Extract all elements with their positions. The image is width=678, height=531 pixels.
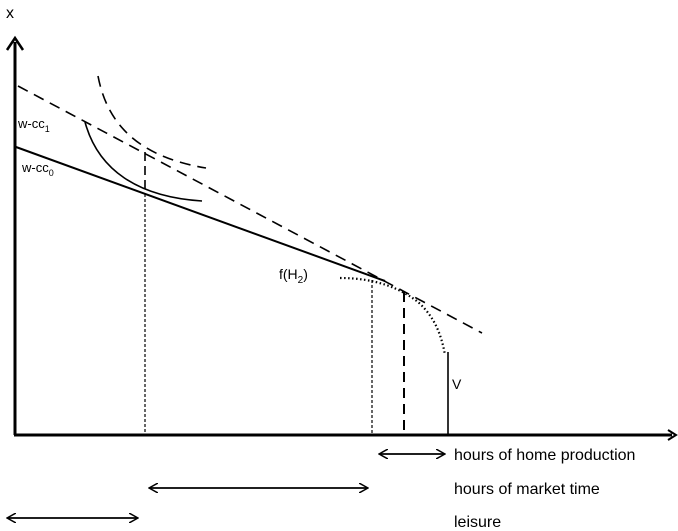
v-label: V	[452, 376, 462, 392]
home-production-label: hours of home production	[454, 447, 635, 464]
market-time-label: hours of market time	[454, 481, 600, 498]
upper-budget-line	[17, 85, 483, 334]
upper-budget-label: w-cc1	[17, 116, 50, 134]
y-axis-arrow-icon	[5, 35, 25, 51]
lower-budget-line	[15, 146, 386, 282]
production-function-curve	[339, 276, 447, 356]
lower-indifference-curve	[84, 121, 203, 202]
y-axis-label: x	[6, 5, 14, 22]
lower-budget-label: w-cc0	[21, 160, 54, 178]
upper-indifference-curve	[97, 75, 207, 169]
production-function-label: f(H2)	[279, 266, 308, 286]
leisure-label: leisure	[454, 514, 501, 531]
x-axis-arrow-icon	[667, 429, 678, 441]
